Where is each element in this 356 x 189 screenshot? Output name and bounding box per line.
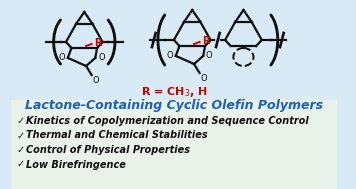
Text: O: O [206,51,213,60]
Text: ✓: ✓ [17,160,25,170]
Text: Low Birefringence: Low Birefringence [26,160,126,170]
Text: R: R [94,38,102,48]
Text: O: O [58,53,65,62]
Text: Lactone-Containing Cyclic Olefin Polymers: Lactone-Containing Cyclic Olefin Polymer… [25,99,323,112]
Text: Kinetics of Copolymerization and Sequence Control: Kinetics of Copolymerization and Sequenc… [26,116,309,126]
Bar [11,0,337,100]
Text: ✓: ✓ [17,116,25,126]
Text: O: O [98,53,105,62]
Text: R: R [202,36,210,46]
Text: Control of Physical Properties: Control of Physical Properties [26,145,190,155]
Text: ✓: ✓ [17,145,25,155]
Text: R = CH$_3$, H: R = CH$_3$, H [141,85,207,99]
Text: O: O [200,74,207,83]
Text: ✓: ✓ [17,130,25,140]
Bar [11,100,337,189]
Text: O: O [93,76,99,85]
Text: Thermal and Chemical Stabilities: Thermal and Chemical Stabilities [26,130,208,140]
Text: O: O [166,51,173,60]
